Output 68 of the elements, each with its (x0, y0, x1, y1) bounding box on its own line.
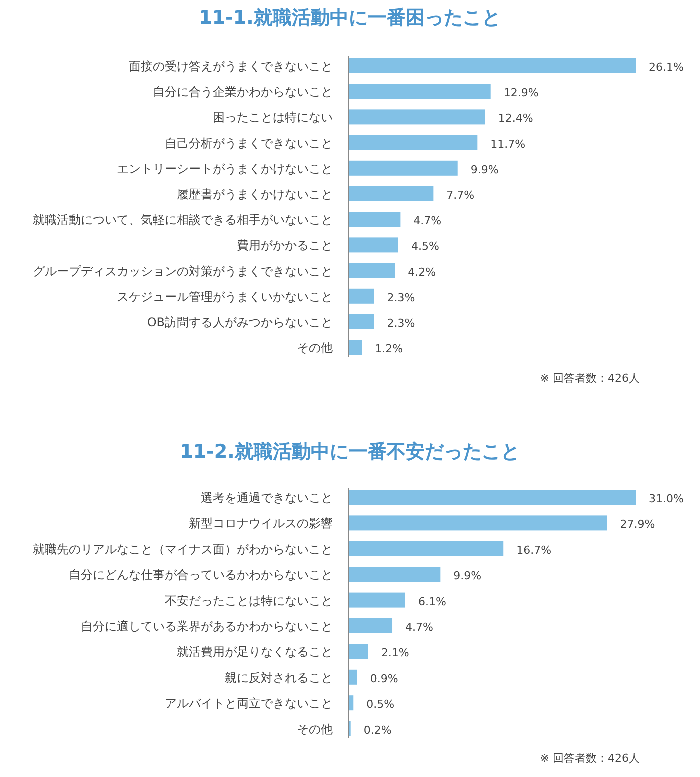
y-tick-label: グループディスカッションの対策がうまくできないこと (33, 264, 333, 278)
data-label: 9.9% (470, 163, 499, 176)
data-label: 2.3% (387, 291, 416, 304)
y-tick-label: その他 (297, 341, 333, 356)
data-label: 4.2% (408, 266, 436, 279)
y-tick-label: 履歴書がうまくかけないこと (177, 188, 333, 202)
y-tick-label: 選考を通過できないこと (201, 491, 333, 505)
data-label: 12.9% (504, 86, 539, 100)
y-tick-label: 新型コロナウイルスの影響 (189, 516, 333, 531)
data-label: 2.3% (387, 317, 416, 330)
y-tick-label: 就活費用が足りなくなること (177, 645, 333, 660)
y-tick-label: 親に反対されること (225, 670, 333, 685)
data-label: 26.1% (649, 61, 684, 74)
text: ※ 回答者数：426人 (540, 752, 640, 765)
bar (349, 567, 441, 582)
data-label: 0.9% (370, 672, 398, 686)
y-tick-label: 不安だったことは特にないこと (165, 594, 333, 608)
bar (349, 618, 393, 634)
data-label: 6.1% (418, 595, 446, 608)
data-label: 4.7% (406, 621, 434, 634)
bar (349, 541, 504, 556)
data-label: 12.4% (498, 112, 534, 126)
y-tick-label: 費用がかかること (237, 238, 333, 253)
y-tick-label: 自分に合う企業かわからないこと (153, 85, 333, 100)
data-label: 7.7% (446, 189, 475, 202)
chart-title: 11-1.就職活動中に一番困ったこと (199, 7, 501, 29)
y-tick-label: 困ったことは特にない (213, 110, 333, 125)
bar (349, 516, 608, 531)
bar (349, 58, 636, 74)
data-label: 0.2% (364, 724, 392, 737)
y-tick-label: 就職活動について、気軽に相談できる相手がいないこと (33, 213, 333, 228)
y-tick-label: その他 (297, 722, 333, 736)
y-tick-label: 自己分析がうまくできないこと (165, 136, 333, 150)
data-label: 9.9% (454, 570, 482, 583)
bar (349, 314, 374, 330)
data-label: 11.7% (490, 138, 526, 151)
bar (349, 490, 636, 505)
y-tick-label: スケジュール管理がうまくいかないこと (117, 290, 333, 304)
bar (349, 592, 406, 608)
bar (349, 110, 486, 125)
bar (349, 670, 358, 685)
chart-title: 11-2.就職活動中に一番不安だったこと (180, 441, 520, 463)
y-tick-label: エントリーシートがうまくかけないこと (117, 162, 333, 176)
data-label: 31.0% (649, 492, 684, 506)
data-label: 4.5% (411, 240, 440, 254)
bar (349, 84, 491, 100)
bar (349, 340, 362, 356)
text: ※ 回答者数：426人 (540, 372, 640, 385)
data-label: 4.7% (414, 214, 442, 228)
bar (349, 186, 434, 202)
data-label: 1.2% (375, 342, 404, 356)
y-tick-label: OB訪問する人がみつからないこと (147, 316, 333, 330)
y-tick-label: アルバイトと両立できないこと (165, 696, 333, 711)
bar (349, 644, 368, 660)
bar (349, 135, 478, 150)
data-label: 2.1% (381, 646, 410, 660)
y-tick-label: 自分に適している業界があるかわからないこと (81, 620, 333, 634)
data-label: 27.9% (620, 518, 656, 532)
bar (349, 212, 401, 228)
data-label: 16.7% (516, 544, 552, 557)
bar (349, 263, 396, 278)
y-tick-label: 自分にどんな仕事が合っているかわからないこと (69, 568, 333, 582)
y-tick-label: 面接の受け答えがうまくできないこと (129, 60, 333, 74)
bar (349, 238, 398, 253)
bar (349, 288, 374, 304)
y-tick-label: 就職先のリアルなこと（マイナス面）がわからないこと (33, 542, 333, 556)
bar (349, 160, 458, 176)
data-label: 0.5% (366, 698, 395, 712)
